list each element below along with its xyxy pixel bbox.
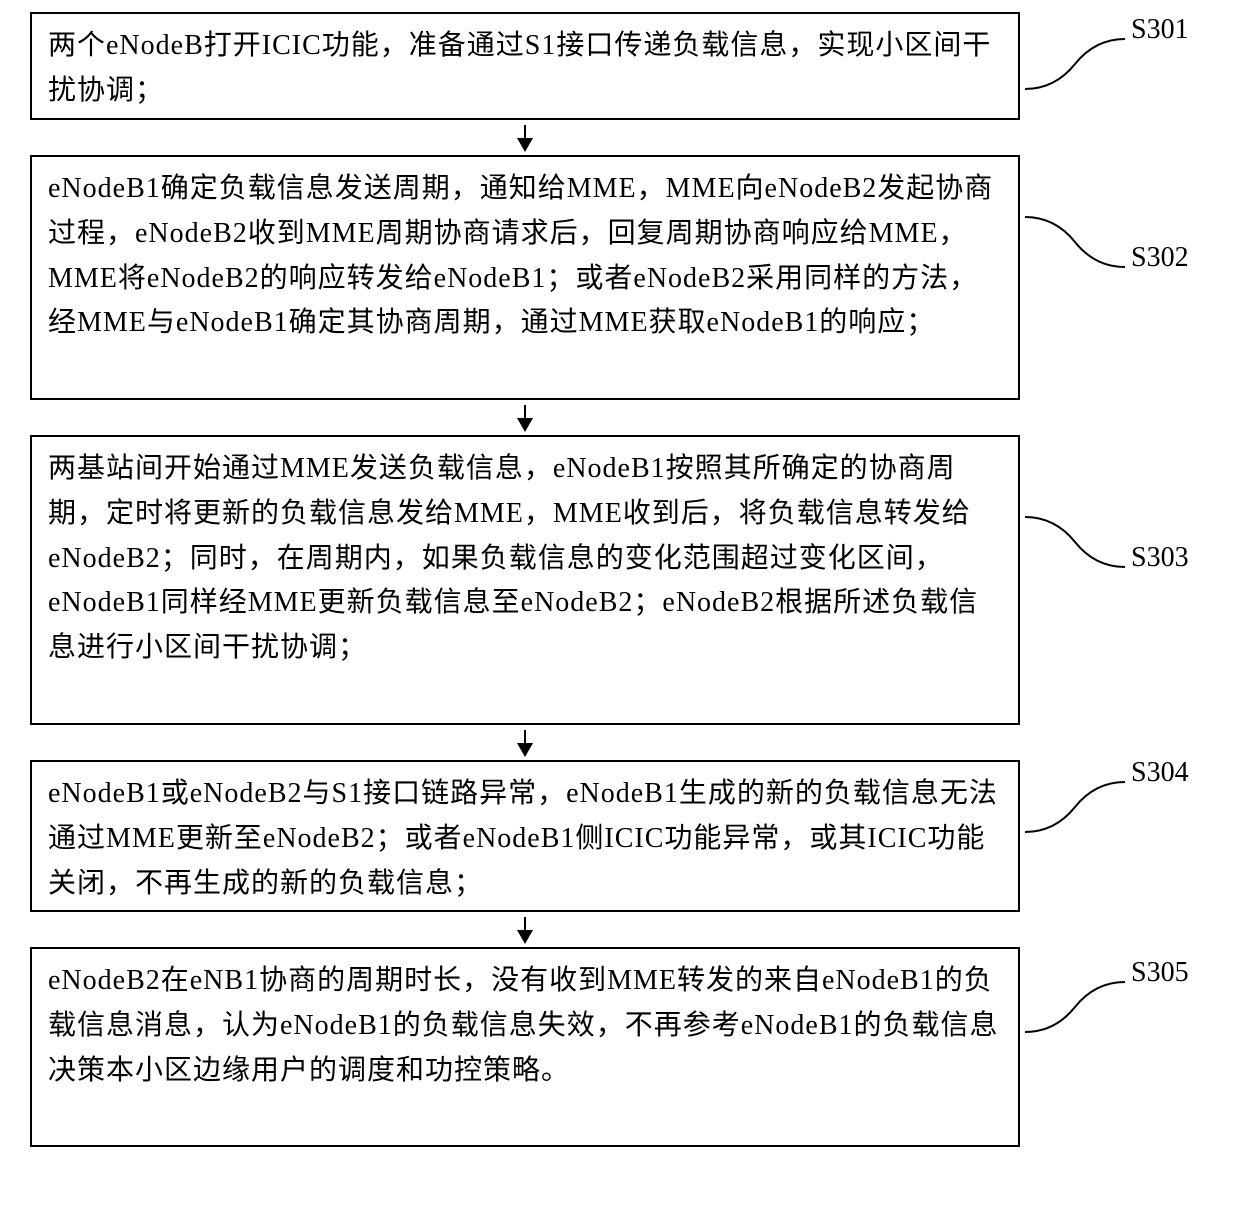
label-s304-container: S304 (1025, 767, 1189, 837)
label-s301: S301 (1131, 14, 1189, 46)
step-text-s302: eNodeB1确定负载信息发送周期，通知给MME，MME向eNodeB2发起协商… (48, 173, 993, 338)
arrow-2-3 (30, 400, 1020, 435)
arrow-3-4 (30, 725, 1020, 760)
step-box-s302: eNodeB1确定负载信息发送周期，通知给MME，MME向eNodeB2发起协商… (30, 155, 1020, 400)
label-s302-container: S302 (1025, 212, 1189, 282)
step-box-s301: 两个eNodeB打开ICIC功能，准备通过S1接口传递负载信息，实现小区间干扰协… (30, 12, 1020, 120)
step-box-s304: eNodeB1或eNodeB2与S1接口链路异常，eNodeB1生成的新的负载信… (30, 760, 1020, 912)
label-s304: S304 (1131, 757, 1189, 789)
arrow-1-2 (30, 120, 1020, 155)
label-s305-container: S305 (1025, 967, 1189, 1037)
label-s302: S302 (1131, 242, 1189, 274)
step-text-s301: 两个eNodeB打开ICIC功能，准备通过S1接口传递负载信息，实现小区间干扰协… (48, 30, 991, 106)
curve-s303 (1025, 512, 1125, 582)
step-box-s305: eNodeB2在eNB1协商的周期时长，没有收到MME转发的来自eNodeB1的… (30, 947, 1020, 1147)
label-s305: S305 (1131, 957, 1189, 989)
label-s303-container: S303 (1025, 512, 1189, 582)
curve-s304 (1025, 767, 1125, 837)
curve-s305 (1025, 967, 1125, 1037)
flowchart-container: S301 两个eNodeB打开ICIC功能，准备通过S1接口传递负载信息，实现小… (30, 12, 1210, 1147)
label-s303: S303 (1131, 542, 1189, 574)
curve-s301 (1025, 24, 1125, 94)
step-text-s304: eNodeB1或eNodeB2与S1接口链路异常，eNodeB1生成的新的负载信… (48, 778, 998, 899)
label-s301-container: S301 (1025, 24, 1189, 94)
arrow-4-5 (30, 912, 1020, 947)
curve-s302 (1025, 212, 1125, 282)
step-text-s305: eNodeB2在eNB1协商的周期时长，没有收到MME转发的来自eNodeB1的… (48, 965, 999, 1086)
step-text-s303: 两基站间开始通过MME发送负载信息，eNodeB1按照其所确定的协商周期，定时将… (48, 453, 978, 663)
step-box-s303: 两基站间开始通过MME发送负载信息，eNodeB1按照其所确定的协商周期，定时将… (30, 435, 1020, 725)
